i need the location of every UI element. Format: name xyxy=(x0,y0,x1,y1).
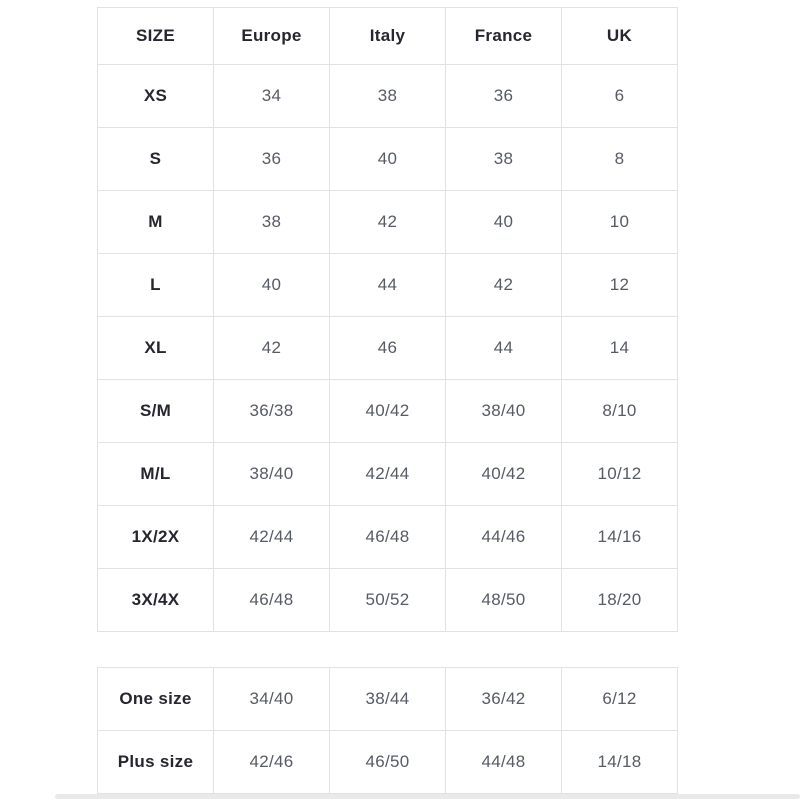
column-header: France xyxy=(445,7,562,65)
size-value-cell: 40 xyxy=(445,190,562,254)
row-size-label: M xyxy=(97,190,214,254)
size-value-cell: 38/40 xyxy=(213,442,330,506)
size-value-cell: 46/48 xyxy=(329,505,446,569)
size-value-cell: 6/12 xyxy=(561,667,678,731)
special-size-table-wrap: One size 34/40 38/44 36/42 6/12 Plus size 42/4… xyxy=(97,667,678,794)
row-size-label: One size xyxy=(97,667,214,731)
size-value-cell: 46/50 xyxy=(329,730,446,794)
table-row: Plus size 42/46 46/50 44/48 14/18 xyxy=(97,730,678,794)
size-value-cell: 10 xyxy=(561,190,678,254)
size-value-cell: 44 xyxy=(329,253,446,317)
size-value-cell: 36/38 xyxy=(213,379,330,443)
size-value-cell: 38 xyxy=(329,64,446,128)
row-size-label: S/M xyxy=(97,379,214,443)
size-value-cell: 42 xyxy=(213,316,330,380)
row-size-label: XS xyxy=(97,64,214,128)
table-row: 3X/4X 46/48 50/52 48/50 18/20 xyxy=(97,568,678,632)
size-value-cell: 14 xyxy=(561,316,678,380)
table-row: One size 34/40 38/44 36/42 6/12 xyxy=(97,667,678,731)
size-value-cell: 42/44 xyxy=(213,505,330,569)
size-value-cell: 6 xyxy=(561,64,678,128)
size-value-cell: 42/46 xyxy=(213,730,330,794)
row-size-label: 1X/2X xyxy=(97,505,214,569)
size-conversion-table-body: SIZE Europe Italy France UK XS 34 38 36 6 S 36 40 38 8… xyxy=(97,7,678,632)
size-value-cell: 38/40 xyxy=(445,379,562,443)
size-value-cell: 42 xyxy=(329,190,446,254)
size-value-cell: 34 xyxy=(213,64,330,128)
table-row: M/L 38/40 42/44 40/42 10/12 xyxy=(97,442,678,506)
size-value-cell: 14/16 xyxy=(561,505,678,569)
table-row: XL 42 46 44 14 xyxy=(97,316,678,380)
size-value-cell: 48/50 xyxy=(445,568,562,632)
size-value-cell: 38/44 xyxy=(329,667,446,731)
size-value-cell: 50/52 xyxy=(329,568,446,632)
size-value-cell: 46 xyxy=(329,316,446,380)
size-value-cell: 8/10 xyxy=(561,379,678,443)
size-value-cell: 38 xyxy=(213,190,330,254)
size-value-cell: 10/12 xyxy=(561,442,678,506)
size-value-cell: 40/42 xyxy=(329,379,446,443)
row-size-label: L xyxy=(97,253,214,317)
size-value-cell: 18/20 xyxy=(561,568,678,632)
horizontal-scrollbar-track[interactable] xyxy=(55,794,800,799)
size-value-cell: 8 xyxy=(561,127,678,191)
size-value-cell: 36 xyxy=(445,64,562,128)
size-value-cell: 42 xyxy=(445,253,562,317)
column-header: UK xyxy=(561,7,678,65)
size-value-cell: 36 xyxy=(213,127,330,191)
row-size-label: S xyxy=(97,127,214,191)
header-row: SIZE Europe Italy France UK xyxy=(97,7,678,65)
size-value-cell: 38 xyxy=(445,127,562,191)
size-value-cell: 12 xyxy=(561,253,678,317)
table-row: L 40 44 42 12 xyxy=(97,253,678,317)
column-header: SIZE xyxy=(97,7,214,65)
table-row: S/M 36/38 40/42 38/40 8/10 xyxy=(97,379,678,443)
size-conversion-table-wrap: SIZE Europe Italy France UK XS 34 38 36 6 S 36 40 38 8… xyxy=(97,7,678,632)
size-value-cell: 42/44 xyxy=(329,442,446,506)
size-value-cell: 46/48 xyxy=(213,568,330,632)
size-value-cell: 40 xyxy=(329,127,446,191)
special-size-table: One size 34/40 38/44 36/42 6/12 Plus size 42/4… xyxy=(97,667,678,794)
special-size-table-body: One size 34/40 38/44 36/42 6/12 Plus size 42/4… xyxy=(97,667,678,794)
row-size-label: XL xyxy=(97,316,214,380)
table-row: XS 34 38 36 6 xyxy=(97,64,678,128)
size-conversion-table: SIZE Europe Italy France UK XS 34 38 36 6 S 36 40 38 8… xyxy=(97,7,678,632)
size-value-cell: 14/18 xyxy=(561,730,678,794)
table-row: M 38 42 40 10 xyxy=(97,190,678,254)
table-row: 1X/2X 42/44 46/48 44/46 14/16 xyxy=(97,505,678,569)
size-value-cell: 44 xyxy=(445,316,562,380)
row-size-label: 3X/4X xyxy=(97,568,214,632)
size-value-cell: 44/46 xyxy=(445,505,562,569)
size-value-cell: 34/40 xyxy=(213,667,330,731)
column-header: Italy xyxy=(329,7,446,65)
size-value-cell: 40/42 xyxy=(445,442,562,506)
table-row: S 36 40 38 8 xyxy=(97,127,678,191)
size-value-cell: 36/42 xyxy=(445,667,562,731)
size-value-cell: 44/48 xyxy=(445,730,562,794)
column-header: Europe xyxy=(213,7,330,65)
row-size-label: Plus size xyxy=(97,730,214,794)
size-value-cell: 40 xyxy=(213,253,330,317)
row-size-label: M/L xyxy=(97,442,214,506)
